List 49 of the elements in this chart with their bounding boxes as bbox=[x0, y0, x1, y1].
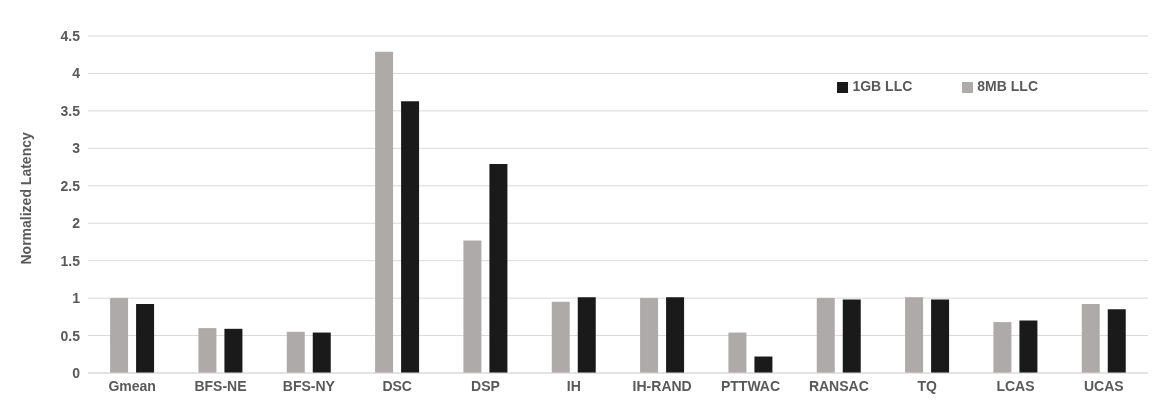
x-tick-label: BFS-NE bbox=[194, 377, 247, 394]
x-tick-label: Gmean bbox=[108, 377, 156, 394]
bar bbox=[312, 332, 331, 373]
bar bbox=[375, 51, 394, 373]
y-axis-title: Normalized Latency bbox=[17, 132, 34, 265]
x-tick-label: RANSAC bbox=[808, 377, 869, 394]
x-tick-label: PTTWAC bbox=[720, 377, 781, 394]
y-tick-label: 4 bbox=[72, 65, 81, 82]
bar bbox=[993, 322, 1012, 373]
y-tick-label: 4.5 bbox=[60, 27, 81, 44]
x-tick-label: BFS-NY bbox=[282, 377, 336, 394]
bar bbox=[198, 328, 217, 373]
bar bbox=[224, 328, 243, 373]
legend-label: 1GB LLC bbox=[852, 78, 913, 94]
bar bbox=[1107, 309, 1126, 373]
y-tick-label: 1 bbox=[72, 290, 81, 307]
x-tick-label: DSP bbox=[471, 377, 500, 394]
y-tick-label: 3.5 bbox=[60, 102, 81, 119]
bar bbox=[640, 298, 659, 373]
bar bbox=[728, 332, 747, 373]
y-tick-label: 1.5 bbox=[60, 252, 81, 269]
bar bbox=[401, 101, 420, 373]
x-tick-label: TQ bbox=[917, 377, 937, 394]
y-tick-label: 0.5 bbox=[60, 327, 81, 344]
bar bbox=[286, 331, 305, 373]
bar bbox=[110, 298, 129, 373]
y-tick-label: 0 bbox=[72, 364, 81, 381]
y-tick-label: 3 bbox=[72, 140, 81, 157]
bar bbox=[905, 297, 924, 373]
bar bbox=[136, 304, 155, 373]
x-tick-label: IH-RAND bbox=[632, 377, 692, 394]
bar bbox=[666, 297, 685, 373]
bar bbox=[489, 164, 508, 373]
bar bbox=[1081, 304, 1100, 373]
x-tick-label: UCAS bbox=[1084, 377, 1124, 394]
bar bbox=[754, 356, 773, 373]
bar bbox=[1019, 320, 1038, 373]
bar bbox=[577, 297, 596, 373]
x-tick-label: DSC bbox=[382, 377, 412, 394]
bar bbox=[931, 299, 950, 373]
bar bbox=[463, 240, 482, 373]
bar bbox=[551, 301, 570, 373]
y-tick-label: 2.5 bbox=[60, 177, 81, 194]
bar bbox=[816, 298, 835, 373]
legend-label: 8MB LLC bbox=[977, 78, 1038, 94]
x-tick-label: IH bbox=[566, 377, 581, 394]
bar bbox=[842, 299, 861, 373]
x-tick-label: LCAS bbox=[996, 377, 1035, 394]
y-tick-label: 2 bbox=[72, 215, 81, 232]
